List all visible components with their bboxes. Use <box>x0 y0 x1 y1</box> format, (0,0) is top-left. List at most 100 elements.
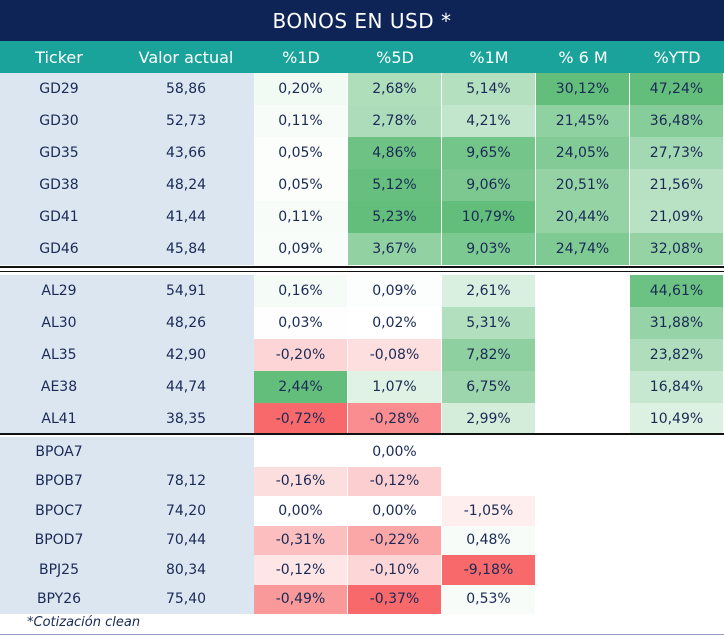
pct-cell-m6: 20,44% <box>536 201 630 233</box>
pct-cell-m6 <box>536 403 630 435</box>
valor-actual-cell: 74,20 <box>118 496 254 526</box>
pct-cell-ytd <box>630 525 724 555</box>
pct-cell-d5: 0,00% <box>348 496 442 526</box>
pct-cell-ytd <box>630 466 724 496</box>
pct-cell-d5: 5,23% <box>348 201 442 233</box>
pct-cell-d5: -0,10% <box>348 555 442 585</box>
pct-cell-ytd: 21,56% <box>630 169 724 201</box>
ticker-cell: BPOC7 <box>0 496 118 526</box>
valor-actual-cell: 70,44 <box>118 525 254 555</box>
valor-actual-cell: 38,35 <box>118 403 254 435</box>
pct-cell-d1: 0,11% <box>254 201 348 233</box>
pct-cell-d5: 0,09% <box>348 275 442 307</box>
valor-actual-cell: 54,91 <box>118 275 254 307</box>
table-row: AL29 54,91 0,16% 0,09% 2,61% 44,61% <box>0 275 724 307</box>
table-row: AL41 38,35 -0,72% -0,28% 2,99% 10,49% <box>0 403 724 435</box>
pct-cell-d1: 0,11% <box>254 105 348 137</box>
pct-cell-d1: -0,72% <box>254 403 348 435</box>
pct-cell-m6 <box>536 466 630 496</box>
valor-actual-cell: 80,34 <box>118 555 254 585</box>
pct-cell-d1: 0,20% <box>254 73 348 105</box>
table-row: GD30 52,73 0,11% 2,78% 4,21% 21,45% 36,48% <box>0 105 724 137</box>
valor-actual-cell: 48,24 <box>118 169 254 201</box>
pct-cell-m6 <box>536 584 630 614</box>
pct-cell-m1: 5,31% <box>442 307 536 339</box>
table-row: GD38 48,24 0,05% 5,12% 9,06% 20,51% 21,56% <box>0 169 724 201</box>
pct-cell-m6 <box>536 437 630 467</box>
pct-cell-ytd: 23,82% <box>630 339 724 371</box>
pct-cell-m1: 0,48% <box>442 525 536 555</box>
ticker-cell: BPJ25 <box>0 555 118 585</box>
pct-cell-d1: -0,49% <box>254 584 348 614</box>
pct-cell-m1: 9,65% <box>442 137 536 169</box>
pct-cell-d1: 2,44% <box>254 371 348 403</box>
pct-cell-d5: -0,08% <box>348 339 442 371</box>
table-row: BPOD7 70,44 -0,31% -0,22% 0,48% <box>0 525 724 555</box>
pct-cell-ytd: 31,88% <box>630 307 724 339</box>
header-1m: %1M <box>469 47 509 67</box>
ticker-cell: BPY26 <box>0 584 118 614</box>
pct-cell-d5: -0,12% <box>348 466 442 496</box>
valor-actual-cell: 44,74 <box>118 371 254 403</box>
pct-cell-m1: -1,05% <box>442 496 536 526</box>
pct-cell-m1: -9,18% <box>442 555 536 585</box>
table-row: BPJ25 80,34 -0,12% -0,10% -9,18% <box>0 555 724 585</box>
pct-cell-d5: 0,02% <box>348 307 442 339</box>
pct-cell-ytd: 32,08% <box>630 233 724 265</box>
pct-cell-d5: 2,68% <box>348 73 442 105</box>
ticker-cell: GD46 <box>0 233 118 265</box>
valor-actual-cell: 75,40 <box>118 584 254 614</box>
table-title: BONOS EN USD * <box>0 0 724 41</box>
pct-cell-d5: -0,28% <box>348 403 442 435</box>
header-valor-actual: Valor actual <box>138 47 234 67</box>
header-5d: %5D <box>376 47 414 67</box>
pct-cell-ytd: 27,73% <box>630 137 724 169</box>
ticker-cell: BPOA7 <box>0 437 118 467</box>
pct-cell-m1: 6,75% <box>442 371 536 403</box>
pct-cell-m6 <box>536 371 630 403</box>
pct-cell-m1 <box>442 466 536 496</box>
pct-cell-d1 <box>254 437 348 467</box>
table-group-bp: BPOA7 0,00% BPOB7 78,12 -0,16% -0,12% BPOC7 74,… <box>0 437 724 614</box>
pct-cell-m1: 10,79% <box>442 201 536 233</box>
ticker-cell: AE38 <box>0 371 118 403</box>
pct-cell-m1: 2,99% <box>442 403 536 435</box>
table-row: BPY26 75,40 -0,49% -0,37% 0,53% <box>0 584 724 614</box>
ticker-cell: BPOD7 <box>0 525 118 555</box>
table-row: AL35 42,90 -0,20% -0,08% 7,82% 23,82% <box>0 339 724 371</box>
pct-cell-m6 <box>536 555 630 585</box>
table-row: AE38 44,74 2,44% 1,07% 6,75% 16,84% <box>0 371 724 403</box>
table-row: BPOB7 78,12 -0,16% -0,12% <box>0 466 724 496</box>
valor-actual-cell: 42,90 <box>118 339 254 371</box>
pct-cell-m6: 30,12% <box>536 73 630 105</box>
pct-cell-ytd <box>630 496 724 526</box>
pct-cell-d1: 0,03% <box>254 307 348 339</box>
pct-cell-d1: 0,00% <box>254 496 348 526</box>
footnote: *Cotización clean <box>27 615 141 630</box>
valor-actual-cell: 41,44 <box>118 201 254 233</box>
pct-cell-m6 <box>536 496 630 526</box>
pct-cell-m1: 9,06% <box>442 169 536 201</box>
table-row: BPOC7 74,20 0,00% 0,00% -1,05% <box>0 496 724 526</box>
header-1d: %1D <box>282 47 320 67</box>
valor-actual-cell: 43,66 <box>118 137 254 169</box>
pct-cell-d5: 0,00% <box>348 437 442 467</box>
table-group-gd: GD29 58,86 0,20% 2,68% 5,14% 30,12% 47,24% GD30… <box>0 73 724 265</box>
pct-cell-ytd: 44,61% <box>630 275 724 307</box>
pct-cell-m6 <box>536 525 630 555</box>
table-group-al: AL29 54,91 0,16% 0,09% 2,61% 44,61% AL30 48,26 0… <box>0 275 724 435</box>
pct-cell-d1: 0,16% <box>254 275 348 307</box>
pct-cell-m6 <box>536 339 630 371</box>
pct-cell-m1: 2,61% <box>442 275 536 307</box>
ticker-cell: AL30 <box>0 307 118 339</box>
pct-cell-ytd <box>630 437 724 467</box>
pct-cell-m6: 21,45% <box>536 105 630 137</box>
pct-cell-d5: 2,78% <box>348 105 442 137</box>
header-ytd: %YTD <box>653 47 701 67</box>
pct-cell-d5: 3,67% <box>348 233 442 265</box>
ticker-cell: AL41 <box>0 403 118 435</box>
pct-cell-ytd: 21,09% <box>630 201 724 233</box>
valor-actual-cell: 78,12 <box>118 466 254 496</box>
pct-cell-d1: 0,05% <box>254 137 348 169</box>
pct-cell-d5: -0,22% <box>348 525 442 555</box>
